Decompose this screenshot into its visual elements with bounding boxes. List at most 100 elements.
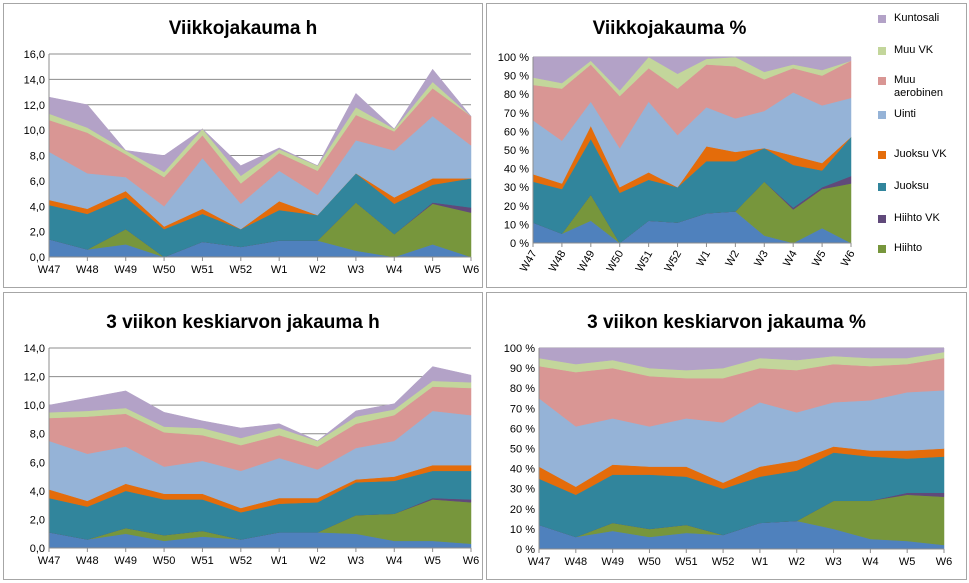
x-tick-label: W4: [386, 555, 403, 567]
chart-panel-weekly-percent: Viikkojakauma % 0 % 10 % 20 % 30 % 40 % 50 % 6…: [486, 3, 967, 288]
y-tick-label: 90 %: [504, 71, 529, 83]
x-tick-label: W6: [463, 264, 480, 276]
x-tick-label: W51: [675, 556, 698, 568]
y-tick-label: 40 %: [504, 164, 529, 176]
legend-label: Muu aerobinen: [894, 74, 943, 99]
y-tick-label: 0 %: [516, 544, 535, 556]
area-kuntosali: [48, 68, 472, 177]
x-tick-label: W48: [76, 264, 99, 276]
x-tick-label: W3: [348, 555, 365, 567]
x-tick-label: W1: [694, 249, 713, 269]
y-tick-label: 8,0: [30, 151, 45, 163]
x-tick-label: W51: [634, 249, 656, 275]
x-tick-label: W6: [839, 249, 858, 269]
y-tick-label: 80 %: [510, 383, 535, 395]
chart-weekly-hours: 0,0 2,0 4,0 6,0 8,0 10,0 12,0 14,0 16,0 W47 W48 W49…: [24, 49, 480, 276]
x-tick-label: W1: [271, 264, 288, 276]
chart-3week-hours: 0,0 2,0 4,0 6,0 8,0 10,0 12,0 14,0 W47 W48 W49 W50 W…: [24, 343, 480, 567]
chart-title: Viikkojakauma h: [168, 18, 318, 39]
x-tick-label: W2: [309, 264, 326, 276]
x-tick-label: W4: [862, 556, 879, 568]
x-tick-label: W52: [230, 555, 253, 567]
x-tick-label: W47: [528, 556, 551, 568]
legend-swatch: [878, 151, 886, 159]
x-tick-label: W4: [781, 249, 800, 269]
legend-label: Juoksu: [894, 180, 929, 192]
legend-label: Kuntosali: [894, 12, 940, 24]
y-tick-label: 20 %: [504, 201, 529, 213]
area-kuntosali: [532, 56, 852, 91]
legend-swatch: [878, 47, 886, 55]
legend-label: Hiihto VK: [894, 212, 940, 224]
legend-label: Hiihto: [894, 242, 923, 254]
area-kuntosali: [538, 347, 945, 371]
x-tick-label: W5: [424, 264, 441, 276]
legend-swatch: [878, 215, 886, 223]
x-tick-label: W51: [191, 555, 214, 567]
legend-swatch: [878, 15, 886, 23]
y-tick-label: 8,0: [30, 429, 45, 441]
x-tick-label: W50: [153, 555, 176, 567]
x-tick-label: W5: [810, 249, 829, 269]
y-tick-label: 60 %: [510, 423, 535, 435]
x-tick-label: W52: [712, 556, 735, 568]
x-tick-label: W5: [899, 556, 916, 568]
area-kuntosali: [48, 366, 472, 442]
y-tick-label: 14,0: [24, 343, 45, 355]
legend-label: Muu VK: [894, 44, 934, 56]
y-tick-label: 0,0: [30, 252, 45, 264]
x-tick-label: W52: [230, 264, 253, 276]
y-tick-label: 70 %: [510, 403, 535, 415]
x-tick-label: W50: [638, 556, 661, 568]
x-tick-label: W2: [309, 555, 326, 567]
chart-weekly-percent: 0 % 10 % 20 % 30 % 40 % 50 % 60 % 70 % 80 % 90 % 1…: [498, 52, 858, 275]
x-tick-label: W48: [547, 249, 569, 275]
legend-label: Juoksu VK: [894, 148, 947, 160]
y-tick-label: 0,0: [30, 543, 45, 555]
x-tick-label: W6: [463, 555, 480, 567]
x-tick-label: W5: [424, 555, 441, 567]
y-tick-label: 20 %: [510, 504, 535, 516]
y-tick-label: 6,0: [30, 176, 45, 188]
y-tick-label: 12,0: [24, 100, 45, 112]
legend-swatch: [878, 183, 886, 191]
y-tick-label: 30 %: [504, 182, 529, 194]
chart-title: 3 viikon keskiarvon jakauma %: [587, 312, 866, 333]
y-tick-label: 4,0: [30, 201, 45, 213]
y-tick-label: 80 %: [504, 89, 529, 101]
y-tick-label: 50 %: [504, 145, 529, 157]
x-tick-label: W51: [191, 264, 214, 276]
chart-panel-weekly-hours: Viikkojakauma h 0,0 2,0 4,0 6,0 8,0 10,0 12,0 1…: [3, 3, 483, 288]
y-tick-label: 16,0: [24, 49, 45, 61]
x-tick-label: W4: [386, 264, 403, 276]
x-tick-label: W49: [114, 264, 137, 276]
y-tick-label: 70 %: [504, 108, 529, 120]
x-tick-label: W3: [825, 556, 842, 568]
x-tick-label: W3: [348, 264, 365, 276]
chart-3week-percent: 0 % 10 % 20 % 30 % 40 % 50 % 60 % 70 % 80 % 90 % 1…: [504, 343, 952, 568]
x-tick-label: W47: [38, 264, 61, 276]
y-tick-label: 60 %: [504, 126, 529, 138]
chart-panel-3week-hours: 3 viikon keskiarvon jakauma h 0,0 2,0 4,0 6…: [3, 292, 483, 580]
x-tick-label: W2: [723, 249, 742, 269]
x-tick-label: W49: [576, 249, 598, 275]
y-tick-label: 90 %: [510, 363, 535, 375]
chart-panel-3week-percent: 3 viikon keskiarvon jakauma % 0 % 10 % 20 …: [486, 292, 967, 580]
y-tick-label: 10 %: [504, 219, 529, 231]
x-tick-label: W49: [114, 555, 137, 567]
y-tick-label: 50 %: [510, 444, 535, 456]
x-tick-label: W47: [38, 555, 61, 567]
y-tick-label: 4,0: [30, 486, 45, 498]
legend-swatch: [878, 245, 886, 253]
legend-label: Uinti: [894, 108, 917, 120]
y-tick-label: 10,0: [24, 400, 45, 412]
x-tick-label: W3: [752, 249, 771, 269]
x-tick-label: W48: [565, 556, 588, 568]
x-tick-label: W50: [605, 249, 627, 275]
y-tick-label: 14,0: [24, 74, 45, 86]
y-tick-label: 0 %: [510, 238, 529, 250]
y-tick-label: 12,0: [24, 372, 45, 384]
legend-swatch: [878, 111, 886, 119]
chart-title: Viikkojakauma %: [592, 18, 747, 39]
x-tick-label: W47: [518, 249, 540, 275]
